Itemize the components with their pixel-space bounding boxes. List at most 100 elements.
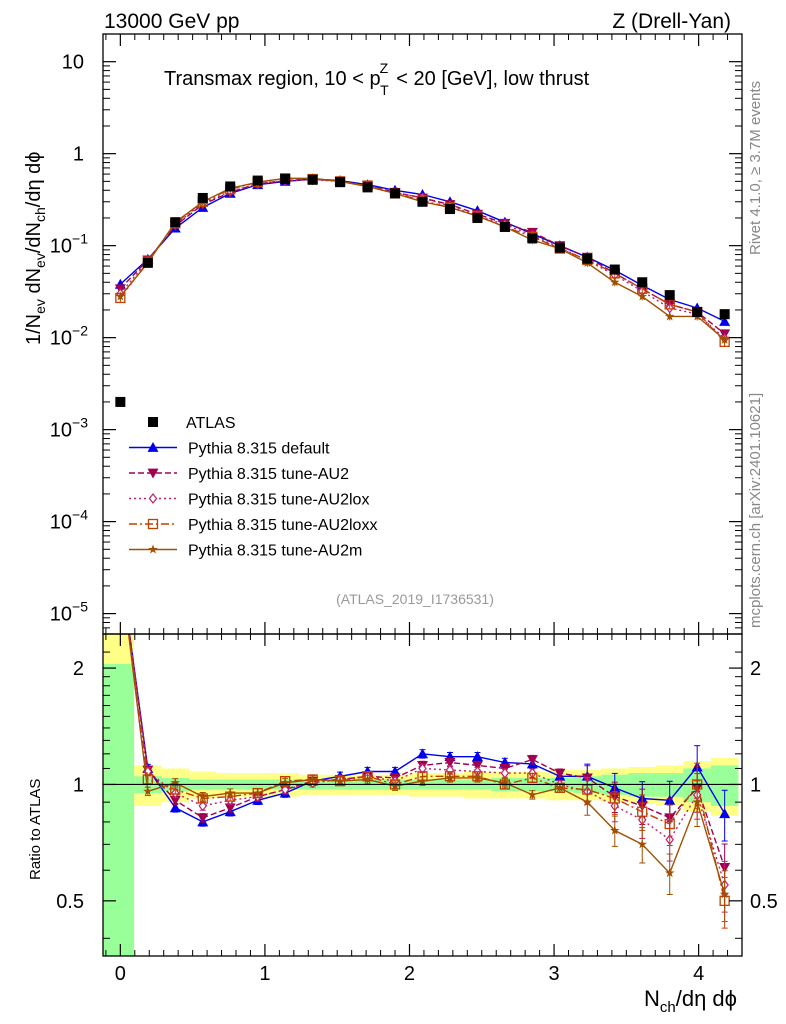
legend-item: Pythia 8.315 tune-AU2loxx xyxy=(129,517,377,534)
series-point-ratio xyxy=(197,813,209,824)
legend-item: Pythia 8.315 tune-AU2m xyxy=(129,543,362,560)
series-point-ratio xyxy=(472,772,483,782)
series-point-ratio xyxy=(225,788,235,798)
series-point-ratio xyxy=(609,793,620,804)
series-line-ratio xyxy=(127,634,726,895)
legend-item: Pythia 8.315 tune-AU2lox xyxy=(129,492,369,509)
series-point-ratio xyxy=(198,800,208,812)
series-point-ratio xyxy=(169,802,181,813)
legend-label: Pythia 8.315 tune-AU2lox xyxy=(188,492,369,509)
data-point xyxy=(197,192,208,203)
legend-label: Pythia 8.315 tune-AU2 xyxy=(188,466,349,483)
series-point-ratio xyxy=(280,777,290,787)
analysis-id: (ATLAS_2019_I1736531) xyxy=(336,591,494,607)
series-point-ratio xyxy=(719,889,730,899)
series-line-ratio xyxy=(128,634,726,886)
data-point xyxy=(390,188,401,199)
data-point xyxy=(225,181,236,192)
legend-marker xyxy=(148,493,158,504)
series-point-ratio xyxy=(417,748,428,759)
series-point-ratio xyxy=(664,818,675,830)
y-tick-label: 10−2 xyxy=(50,323,88,350)
legend-marker xyxy=(147,468,159,479)
series-point-ratio xyxy=(637,806,648,817)
series-line-main xyxy=(119,179,726,339)
legend-marker xyxy=(147,518,159,530)
y-tick-label: 10−4 xyxy=(50,507,88,534)
series-point-ratio xyxy=(417,776,428,786)
x-tick-label: 2 xyxy=(404,963,415,985)
series-point-ratio xyxy=(500,767,510,779)
main-ylabel: 1/Nev dNev/dNch/dη dϕ xyxy=(23,152,48,345)
legend-marker xyxy=(148,417,158,427)
data-point xyxy=(609,264,620,275)
series-point-ratio xyxy=(554,768,566,779)
main-plot xyxy=(114,173,731,407)
header-right: Z (Drell-Yan) xyxy=(612,10,731,33)
data-point xyxy=(417,196,428,207)
series-point-main xyxy=(115,291,126,301)
ratio-frame xyxy=(102,633,743,957)
series-point-ratio xyxy=(335,776,345,786)
series-point-ratio xyxy=(444,758,456,768)
data-point xyxy=(362,182,373,193)
series-ratio-0 xyxy=(128,634,731,842)
data-point xyxy=(527,233,538,244)
rivet-label: Rivet 4.1.0, ≥ 3.7M events xyxy=(747,81,764,255)
y-tick-label: 10−5 xyxy=(50,599,88,626)
series-ratio-1 xyxy=(128,634,731,896)
series-point-ratio xyxy=(527,772,538,784)
series-point-ratio xyxy=(224,803,236,814)
series-point-ratio xyxy=(362,774,373,784)
ratio-tick-label: 0.5 xyxy=(56,891,84,913)
plot-title: Transmax region, 10 < pZ T < 20 [GeV], lo… xyxy=(164,60,590,98)
series-point-main xyxy=(610,277,620,287)
legend-item: Pythia 8.315 default xyxy=(129,441,330,458)
series-point-main xyxy=(664,311,675,321)
series-point-ratio xyxy=(527,789,538,799)
series-point-ratio xyxy=(582,797,593,807)
data-point xyxy=(280,174,291,185)
legend-marker xyxy=(148,544,158,554)
series-point-ratio xyxy=(610,825,620,835)
ratio-tick-label: 2 xyxy=(73,658,84,680)
legend-marker xyxy=(147,442,159,452)
data-point xyxy=(637,277,648,288)
series-point-ratio xyxy=(471,761,483,771)
x-tick-label: 0 xyxy=(115,963,126,985)
data-point xyxy=(115,396,126,407)
y-tick-label: 10−1 xyxy=(50,231,88,258)
series-point-main xyxy=(637,291,647,301)
data-point xyxy=(444,204,455,215)
series-point-ratio xyxy=(198,791,208,801)
series-ratio-4 xyxy=(127,634,730,923)
series-point-ratio xyxy=(526,755,538,766)
x-tick-label: 4 xyxy=(693,963,704,985)
y-tick-label: 10 xyxy=(62,52,84,74)
data-point xyxy=(307,174,318,185)
legend-label: ATLAS xyxy=(186,415,236,432)
series-line-ratio xyxy=(128,634,726,901)
legend-label: Pythia 8.315 tune-AU2m xyxy=(188,543,362,560)
y-tick-label: 10−3 xyxy=(50,415,88,442)
ratio-tick-label: 1 xyxy=(73,774,84,796)
data-point xyxy=(142,257,153,268)
series-point-ratio xyxy=(307,774,318,784)
series-point-ratio xyxy=(637,839,647,849)
legend: ATLAS Pythia 8.315 default Pythia 8.315 tu… xyxy=(129,415,377,560)
series-point-ratio xyxy=(170,777,181,787)
data-point xyxy=(664,290,675,301)
ratio-tick-label-right: 0.5 xyxy=(750,891,778,913)
x-tick-label: 3 xyxy=(548,963,559,985)
legend-item: ATLAS xyxy=(148,415,236,432)
data-point xyxy=(335,177,346,188)
series-line-ratio xyxy=(128,634,726,868)
series-point-ratio xyxy=(719,808,731,819)
data-point xyxy=(472,212,483,223)
data-point xyxy=(692,307,703,318)
ratio-tick-label-right: 2 xyxy=(750,658,761,680)
data-point xyxy=(170,217,181,228)
ratio-tick-label-right: 1 xyxy=(750,774,761,796)
data-point xyxy=(719,309,730,320)
